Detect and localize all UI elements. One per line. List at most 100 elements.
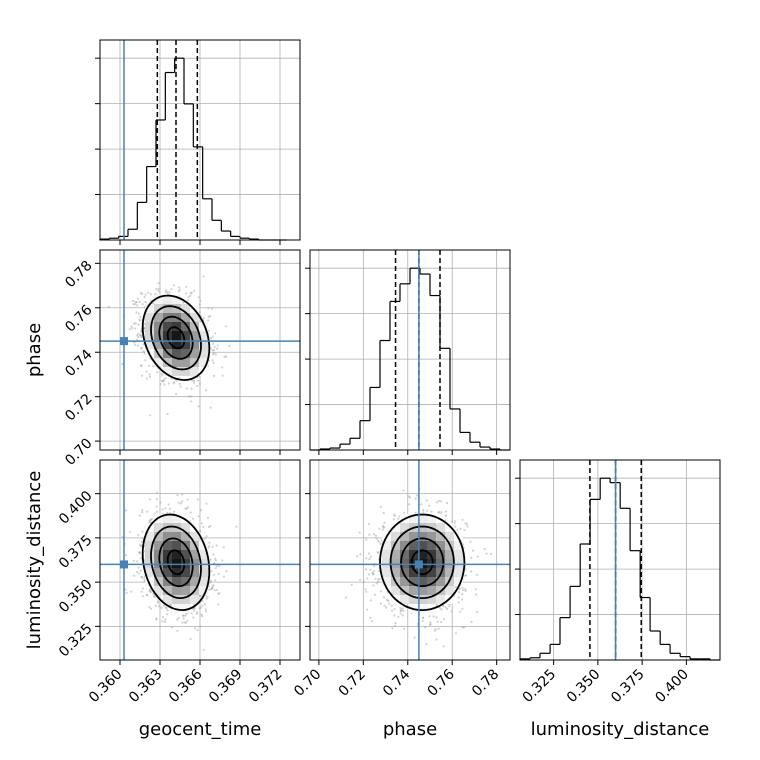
density-cell — [145, 304, 154, 313]
sample-point — [205, 535, 208, 538]
density-cell — [454, 577, 463, 586]
density-cell — [163, 541, 172, 550]
sample-point — [185, 292, 188, 295]
sample-point — [376, 550, 379, 554]
sample-point — [374, 577, 377, 580]
sample-point — [386, 598, 389, 601]
sample-point — [200, 613, 203, 616]
density-cell — [172, 577, 181, 586]
sample-point — [365, 538, 368, 541]
density-cell — [454, 550, 463, 559]
sample-point — [177, 616, 180, 620]
sample-point — [373, 593, 376, 597]
density-cell — [181, 577, 190, 586]
sample-point — [393, 614, 396, 617]
sample-point — [215, 588, 218, 592]
sample-point — [176, 629, 179, 632]
xtick-label-geocent_time: 0.366 — [166, 666, 206, 706]
sample-point — [459, 527, 462, 531]
sample-point — [149, 519, 152, 522]
sample-point — [454, 585, 457, 589]
density-cell — [163, 568, 172, 577]
density-cell — [400, 586, 409, 595]
sample-point — [437, 499, 440, 503]
sample-point — [157, 282, 160, 285]
sample-point — [475, 593, 478, 596]
sample-point — [169, 604, 172, 607]
density-cell — [172, 532, 181, 541]
sample-point — [428, 615, 431, 618]
density-cell — [154, 322, 163, 331]
density-cell — [190, 340, 199, 349]
sample-point — [202, 525, 205, 528]
sample-point — [140, 557, 143, 560]
sample-point — [369, 568, 372, 571]
sample-point — [397, 517, 400, 520]
sample-point — [368, 533, 371, 536]
sample-point — [375, 537, 378, 540]
sample-point — [399, 607, 402, 610]
sample-point — [183, 621, 186, 624]
sample-point — [190, 291, 193, 294]
density-cell — [154, 295, 163, 304]
sample-point — [392, 518, 395, 521]
density-cell — [172, 331, 181, 340]
sample-point — [402, 627, 406, 630]
sample-point — [403, 511, 406, 514]
sample-point — [402, 489, 405, 492]
sample-point — [207, 319, 210, 322]
density-cell — [454, 541, 463, 550]
density-cell — [181, 532, 190, 541]
sample-point — [435, 501, 438, 504]
sample-point — [140, 292, 143, 296]
sample-point — [369, 616, 372, 619]
sample-point — [377, 570, 381, 573]
sample-point — [193, 289, 196, 292]
sample-point — [212, 573, 216, 576]
sample-point — [432, 615, 435, 618]
density-cell — [154, 313, 163, 322]
density-cell — [199, 568, 208, 577]
sample-point — [131, 327, 134, 330]
sample-point — [364, 588, 367, 591]
sample-point — [435, 638, 438, 641]
density-cell — [172, 514, 181, 523]
density-cell — [145, 559, 154, 568]
sample-point — [135, 301, 138, 304]
density-cell — [400, 568, 409, 577]
sample-point — [408, 503, 411, 506]
sample-point — [466, 525, 469, 528]
sample-point — [134, 322, 137, 325]
sample-point — [187, 296, 190, 299]
density-cell — [409, 541, 418, 550]
sample-point — [165, 607, 168, 610]
sample-point — [139, 569, 142, 572]
contour-line — [141, 294, 211, 381]
density-cell — [409, 559, 418, 568]
sample-point — [383, 521, 386, 524]
density-cell — [190, 541, 199, 550]
sample-point — [394, 621, 397, 625]
sample-point — [350, 583, 353, 586]
sample-point — [444, 514, 448, 517]
sample-point — [184, 621, 187, 624]
sample-point — [173, 381, 176, 384]
density-cell — [199, 331, 208, 340]
sample-point — [383, 604, 386, 607]
density-cell — [382, 577, 391, 586]
sample-point — [152, 595, 156, 598]
hist-frame-phase — [309, 249, 511, 451]
ytick-label-luminosity_distance: 0.400 — [56, 488, 96, 528]
sample-point — [139, 319, 142, 322]
density-cell — [154, 304, 163, 313]
sample-point — [188, 395, 191, 398]
sample-point — [146, 594, 149, 597]
sample-point — [365, 590, 368, 593]
sample-point — [461, 626, 464, 629]
density-cell — [163, 304, 172, 313]
sample-point — [199, 530, 202, 533]
sample-point — [451, 520, 454, 523]
sample-point — [213, 374, 216, 377]
sample-point — [462, 589, 465, 592]
